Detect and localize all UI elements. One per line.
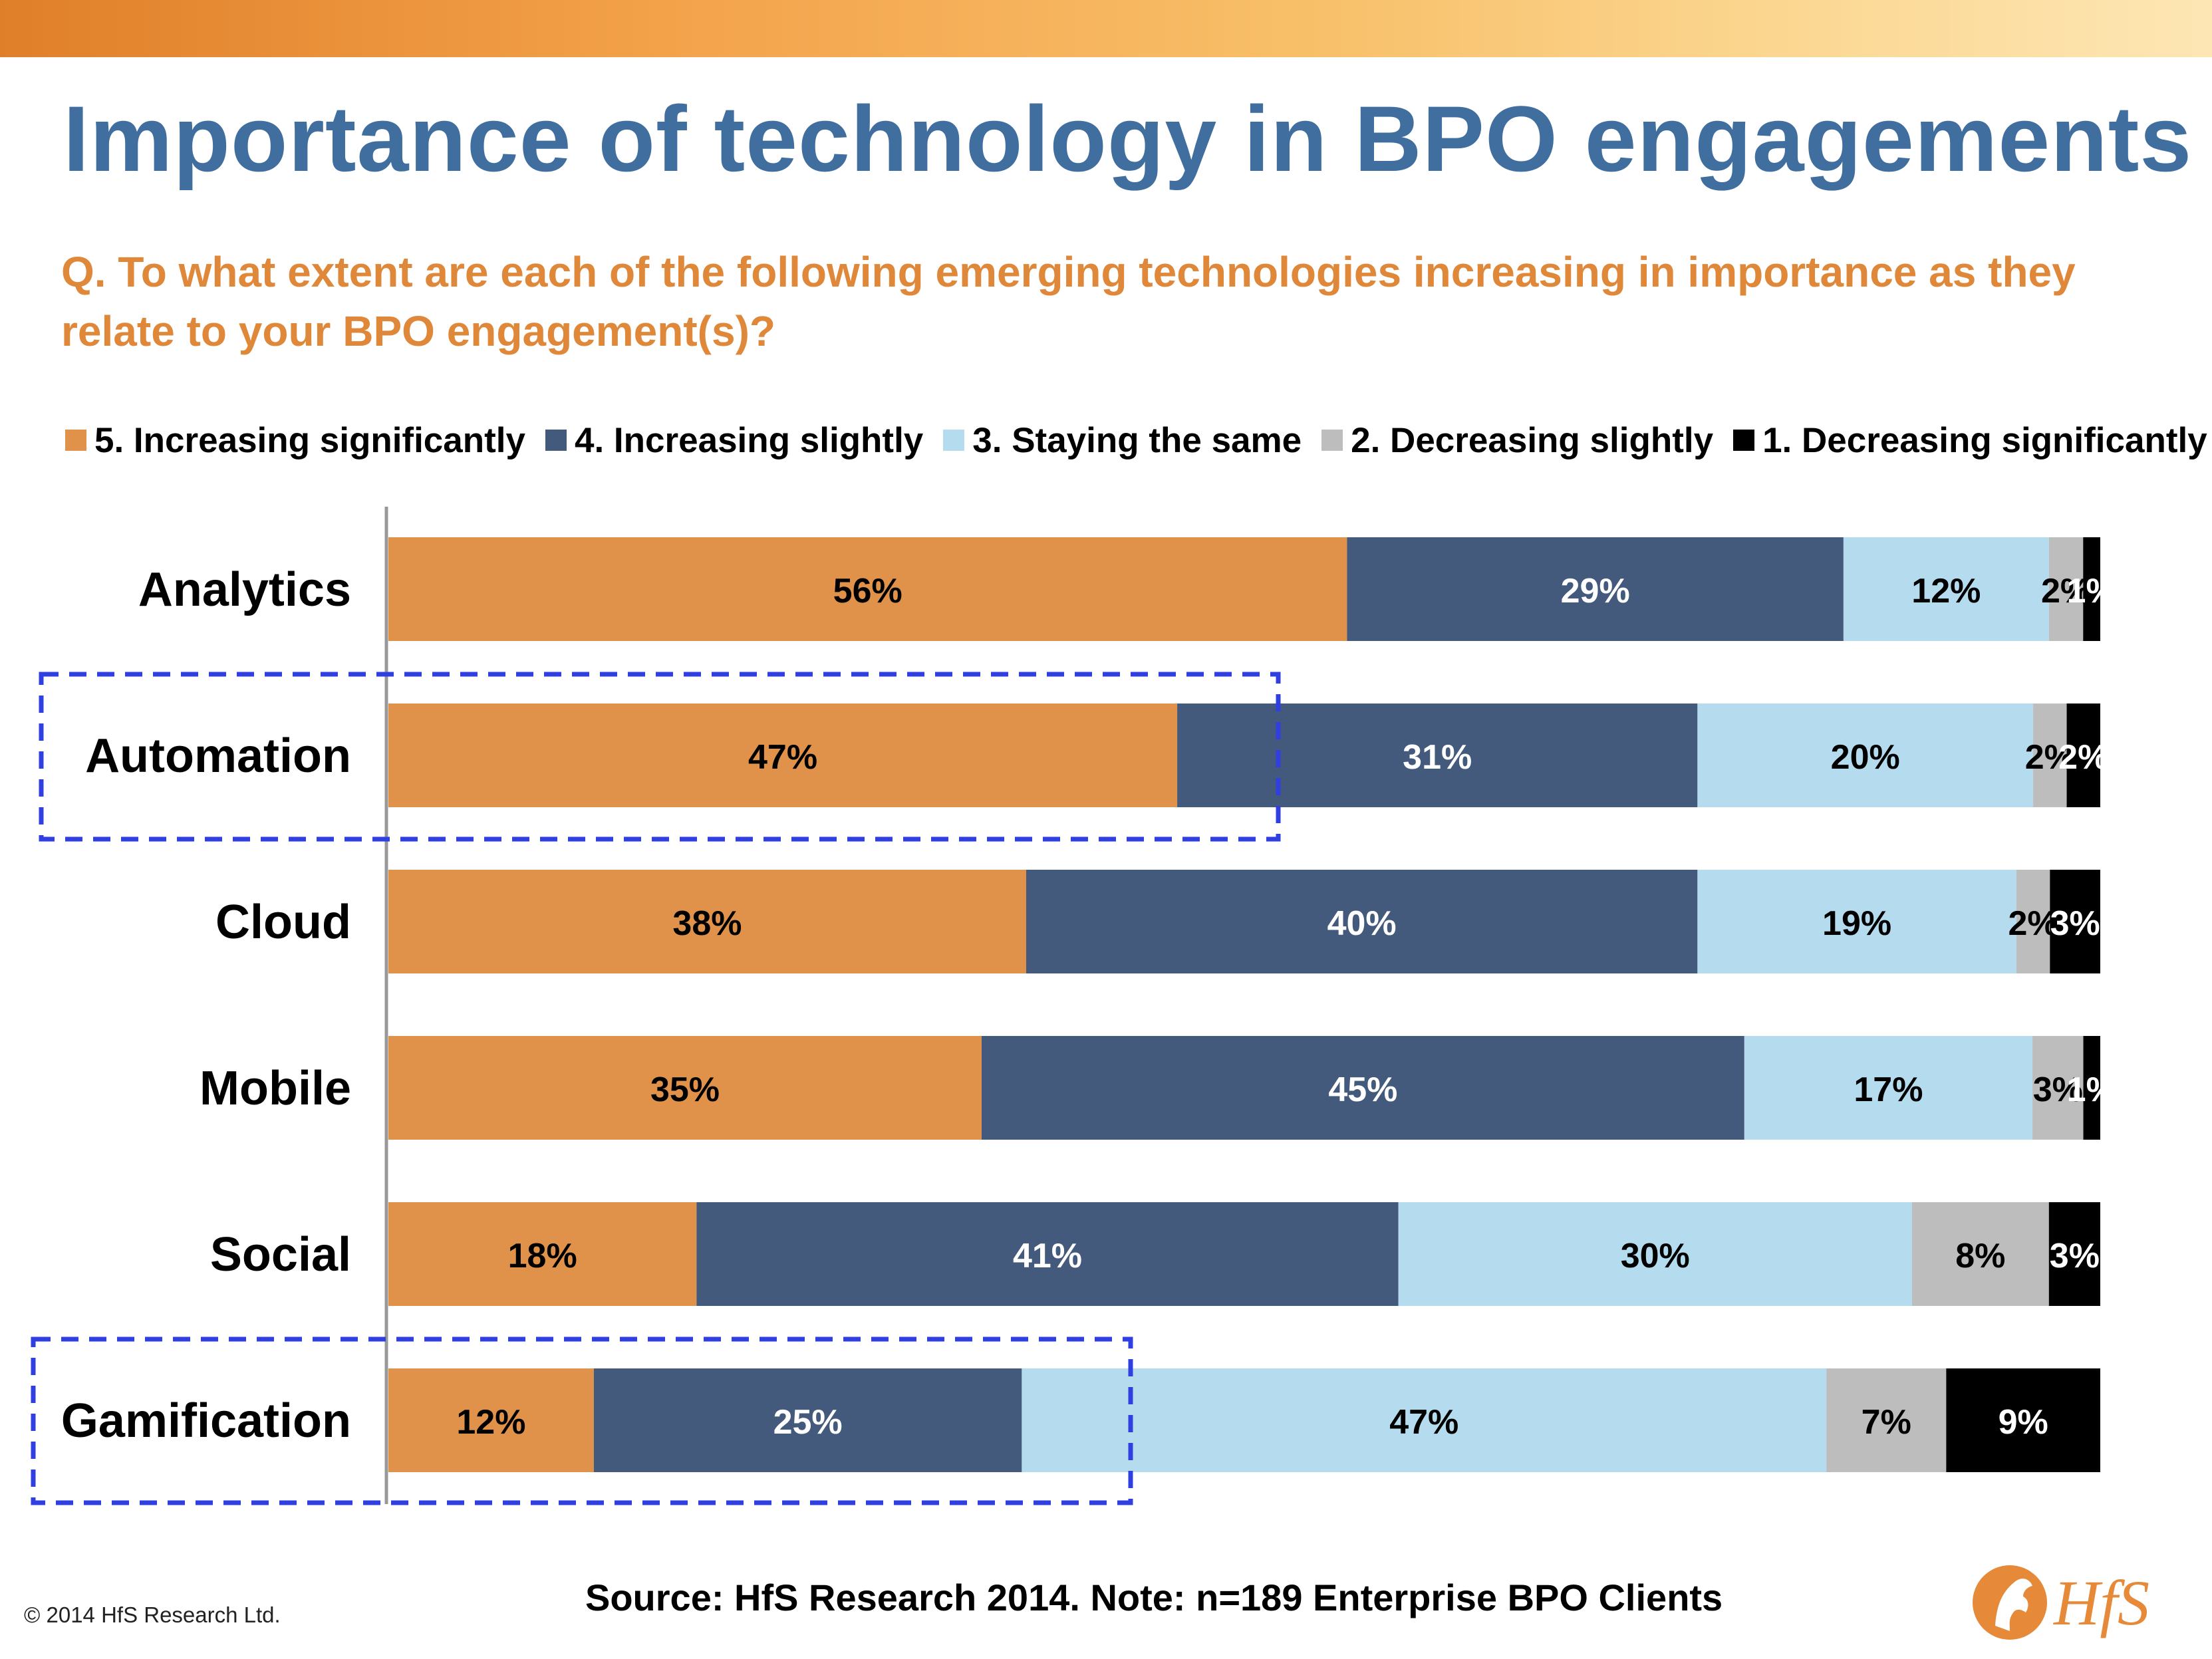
legend-swatch (545, 430, 567, 451)
bar-segment (2016, 870, 2050, 973)
data-label: 7% (1862, 1403, 1911, 1442)
survey-question: Q. To what extent are each of the follow… (61, 248, 2076, 355)
bar-segment (388, 870, 1026, 973)
data-label: 20% (1831, 738, 1900, 777)
bar-segment (2083, 1036, 2100, 1140)
data-label: 31% (1403, 738, 1472, 777)
data-label: 30% (1621, 1237, 1690, 1275)
legend-item: 5. Increasing significantly (65, 420, 525, 461)
bar-segment (2032, 1036, 2084, 1140)
legend-label: 5. Increasing significantly (94, 420, 525, 460)
copyright-notice: © 2014 HfS Research Ltd. (24, 1602, 281, 1627)
source-note: Source: HfS Research 2014. Note: n=189 E… (585, 1577, 1723, 1618)
category-label: Analytics (138, 563, 351, 616)
data-label: 2% (2025, 738, 2075, 777)
legend-label: 1. Decreasing significantly (1762, 420, 2207, 460)
legend-swatch (1733, 430, 1755, 451)
bar-segment (388, 703, 1178, 807)
legend-swatch (65, 430, 86, 451)
category-label: Cloud (215, 896, 351, 949)
data-label: 2% (2058, 738, 2108, 777)
bar-segment (696, 1202, 1399, 1306)
bar-segment (1022, 1368, 1827, 1472)
legend-swatch (1321, 430, 1343, 451)
data-label: 38% (672, 904, 742, 943)
data-label: 17% (1854, 1071, 1923, 1109)
bar-segment (1843, 537, 2049, 641)
bar-segment (1697, 703, 2034, 807)
top-banner (0, 0, 2212, 57)
legend-label: 4. Increasing slightly (574, 420, 924, 460)
highlight-box (39, 672, 1281, 842)
category-label: Social (210, 1228, 351, 1281)
legend-label: 3. Staying the same (972, 420, 1302, 460)
bar-segment (388, 1036, 982, 1140)
logo-horse-icon (1995, 1579, 2032, 1631)
bar-segment (2033, 703, 2067, 807)
data-label: 25% (773, 1403, 843, 1442)
data-label: 12% (456, 1403, 525, 1442)
data-label: 41% (1013, 1237, 1082, 1275)
legend-item: 2. Decreasing slightly (1321, 420, 1713, 461)
legend-label: 2. Decreasing slightly (1351, 420, 1714, 460)
data-label: 9% (1999, 1403, 2048, 1442)
bar-segment (2050, 870, 2100, 973)
bar-segment (1347, 537, 1844, 641)
data-label: 1% (2067, 1071, 2117, 1109)
bar-segment (2066, 703, 2100, 807)
legend-swatch (943, 430, 965, 451)
data-label: 18% (508, 1237, 577, 1275)
bar-segment (1826, 1368, 1947, 1472)
bar-segment (593, 1368, 1022, 1472)
bar-segment (1744, 1036, 2033, 1140)
data-label: 8% (1955, 1237, 2005, 1275)
data-label: 40% (1327, 904, 1397, 943)
data-label: 2% (2041, 572, 2091, 610)
bar-segment (388, 1368, 594, 1472)
data-label: 56% (833, 572, 902, 610)
data-label: 47% (1389, 1403, 1458, 1442)
highlight-box (31, 1337, 1133, 1505)
data-label: 3% (2050, 904, 2100, 943)
category-label: Automation (85, 729, 351, 783)
bar-segment (388, 537, 1347, 641)
bar-segment (1697, 870, 2016, 973)
bar-segment (1398, 1202, 1912, 1306)
logo-text: HfS (2052, 1567, 2149, 1638)
bar-segment (1177, 703, 1698, 807)
bar-segment (1911, 1202, 2049, 1306)
data-label: 3% (2050, 1237, 2100, 1275)
bar-segment (1026, 870, 1698, 973)
chart-legend: 5. Increasing significantly 4. Increasing… (65, 414, 2212, 467)
bar-segment (981, 1036, 1744, 1140)
data-label: 3% (2033, 1071, 2083, 1109)
category-label: Gamification (61, 1394, 351, 1448)
legend-item: 4. Increasing slightly (545, 420, 923, 461)
legend-item: 3. Staying the same (943, 420, 1302, 461)
data-label: 35% (650, 1071, 720, 1109)
hfs-logo: HfS (1973, 1565, 2149, 1640)
legend-item: 1. Decreasing significantly (1733, 420, 2207, 461)
bar-segment (2083, 537, 2100, 641)
data-label: 2% (2008, 904, 2058, 943)
data-label: 1% (2067, 572, 2117, 610)
data-label: 12% (1911, 572, 1981, 610)
bar-segment (2048, 537, 2084, 641)
bar-segment (388, 1202, 697, 1306)
data-label: 45% (1328, 1071, 1397, 1109)
category-label: Mobile (200, 1062, 351, 1115)
data-label: 19% (1822, 904, 1891, 943)
bar-segment (2048, 1202, 2100, 1306)
bar-segment (1946, 1368, 2100, 1472)
page-title: Importance of technology in BPO engageme… (63, 86, 2193, 191)
data-label: 47% (748, 738, 817, 777)
data-label: 29% (1561, 572, 1630, 610)
